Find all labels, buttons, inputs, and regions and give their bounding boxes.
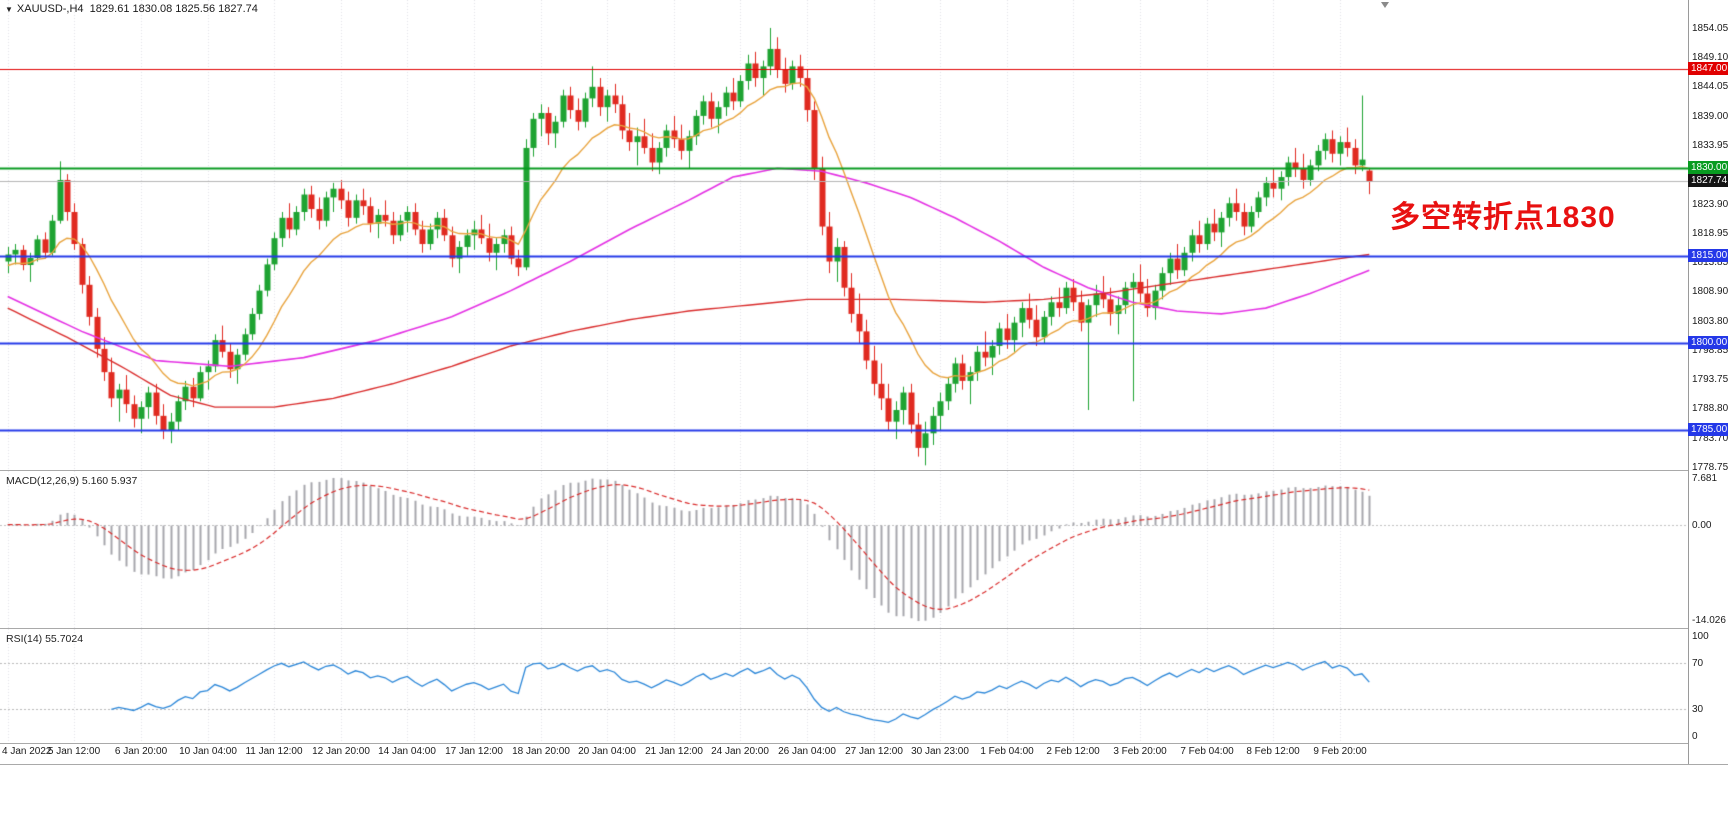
pane-separator[interactable] xyxy=(0,470,1728,471)
chart-shift-marker[interactable] xyxy=(1381,2,1389,8)
price-axis-label: 1823.90 xyxy=(1692,199,1728,210)
time-axis-label: 24 Jan 20:00 xyxy=(711,746,769,757)
time-axis-label: 20 Jan 04:00 xyxy=(578,746,636,757)
time-axis-label: 1 Feb 04:00 xyxy=(980,746,1034,757)
price-axis-label: 1793.75 xyxy=(1692,374,1728,385)
time-axis-label: 6 Jan 20:00 xyxy=(114,746,168,757)
price-axis-label: 1844.05 xyxy=(1692,81,1728,92)
price-axis-label: 1783.70 xyxy=(1692,433,1728,444)
price-annotation-text: 多空转折点1830 xyxy=(1390,201,1616,234)
price-axis[interactable]: 1854.051849.101844.051839.001833.951828.… xyxy=(1688,0,1728,764)
time-axis-label: 7 Feb 04:00 xyxy=(1180,746,1234,757)
time-axis-label: 12 Jan 20:00 xyxy=(312,746,370,757)
rsi-axis-label: 100 xyxy=(1692,631,1709,642)
price-axis-label: 1808.90 xyxy=(1692,286,1728,297)
time-axis-label: 27 Jan 12:00 xyxy=(845,746,903,757)
price-level-tag: 1847.00 xyxy=(1688,62,1728,75)
price-axis-label: 1854.05 xyxy=(1692,23,1728,34)
price-axis-label: 1798.85 xyxy=(1692,345,1728,356)
rsi-axis-label: 30 xyxy=(1692,703,1704,715)
time-axis-label: 4 Jan 2022 xyxy=(2,746,52,757)
time-axis-label: 30 Jan 23:00 xyxy=(911,746,969,757)
macd-axis-label: -14.026 xyxy=(1692,615,1726,626)
macd-axis-label: 0.00 xyxy=(1692,519,1712,531)
price-level-tag: 1800.00 xyxy=(1688,336,1728,349)
time-axis-label: 2 Feb 12:00 xyxy=(1046,746,1100,757)
price-axis-label: 1813.85 xyxy=(1692,257,1728,268)
price-axis-label: 1788.80 xyxy=(1692,403,1728,414)
rsi-indicator-canvas[interactable] xyxy=(0,629,1688,743)
pane-separator[interactable] xyxy=(0,628,1728,629)
time-axis-label: 9 Feb 20:00 xyxy=(1313,746,1367,757)
ohlc-values: 1829.61 1830.08 1825.56 1827.74 xyxy=(89,3,258,15)
price-level-tag: 1785.00 xyxy=(1688,423,1728,436)
price-level-tag: 1827.74 xyxy=(1688,174,1728,187)
chart-header: ▼ XAUUSD-,H4 1829.61 1830.08 1825.56 1827… xyxy=(5,3,258,15)
time-axis-label: 5 Jan 12:00 xyxy=(47,746,101,757)
time-axis-label: 3 Feb 20:00 xyxy=(1113,746,1167,757)
rsi-axis-label: 70 xyxy=(1692,658,1704,670)
price-chart-canvas[interactable] xyxy=(0,0,1688,470)
price-level-tag: 1815.00 xyxy=(1688,249,1728,262)
macd-indicator-canvas[interactable] xyxy=(0,471,1688,628)
symbol-dropdown-icon[interactable]: ▼ xyxy=(5,5,13,14)
macd-axis-label: 7.681 xyxy=(1692,473,1718,484)
time-axis-label: 21 Jan 12:00 xyxy=(645,746,703,757)
time-axis[interactable]: 4 Jan 2022 5 Jan 12:00 6 Jan 20:00 10 Jan 0… xyxy=(0,746,1688,762)
price-axis-label: 1818.95 xyxy=(1692,228,1728,239)
time-axis-label: 10 Jan 04:00 xyxy=(179,746,237,757)
time-axis-label: 17 Jan 12:00 xyxy=(445,746,503,757)
price-axis-label: 1849.10 xyxy=(1692,52,1728,63)
bottom-separator xyxy=(0,764,1728,765)
pane-separator[interactable] xyxy=(0,743,1728,744)
time-axis-label: 8 Feb 12:00 xyxy=(1246,746,1300,757)
time-axis-label: 11 Jan 12:00 xyxy=(245,746,303,757)
rsi-indicator-label: RSI(14) 55.7024 xyxy=(6,633,84,645)
rsi-axis-label: 0 xyxy=(1692,731,1698,742)
price-level-tag: 1830.00 xyxy=(1688,161,1728,174)
price-axis-label: 1803.80 xyxy=(1692,316,1728,327)
symbol-timeframe-label: XAUUSD-,H4 xyxy=(16,3,84,15)
price-axis-label: 1833.95 xyxy=(1692,140,1728,151)
macd-indicator-label: MACD(12,26,9) 5.160 5.937 xyxy=(6,475,138,487)
price-axis-label: 1778.75 xyxy=(1692,462,1728,473)
price-axis-label: 1839.00 xyxy=(1692,111,1728,122)
time-axis-label: 26 Jan 04:00 xyxy=(778,746,836,757)
time-axis-label: 18 Jan 20:00 xyxy=(512,746,570,757)
time-axis-label: 14 Jan 04:00 xyxy=(378,746,436,757)
